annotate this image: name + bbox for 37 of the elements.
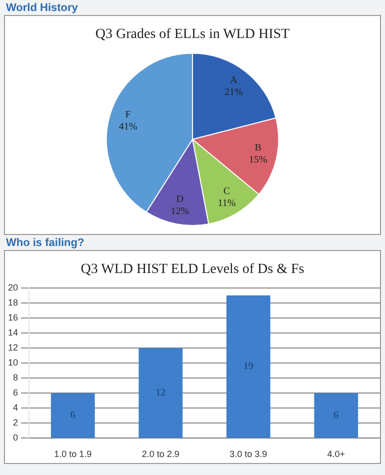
x-tick-label: 4.0+ <box>327 449 346 460</box>
y-tick-label: 12 <box>8 342 18 352</box>
bar <box>226 295 270 438</box>
data-label: 12 <box>156 387 166 398</box>
text: Who is failing? <box>6 237 86 249</box>
text: World History <box>6 2 79 14</box>
data-label: 6 <box>334 410 339 422</box>
slice-label: F <box>125 109 132 120</box>
x-tick-label: 1.0 to 1.9 <box>54 449 92 460</box>
y-tick-label: 14 <box>8 327 18 338</box>
data-label: 21% <box>224 86 243 98</box>
y-tick-label: 16 <box>8 312 18 322</box>
y-tick-label: 10 <box>8 357 18 368</box>
data-label: 19 <box>243 361 254 372</box>
y-tick-label: 8 <box>12 372 18 383</box>
y-tick-label: 2 <box>12 418 18 428</box>
bar <box>314 393 358 438</box>
y-tick-label: 6 <box>12 388 18 398</box>
chart-title: Q3 WLD HIST ELD Levels of Ds & Fs <box>80 262 304 278</box>
y-tick-label: 4 <box>12 402 18 413</box>
slice-label: D <box>176 194 184 205</box>
x-tick-label: 3.0 to 3.9 <box>230 449 268 460</box>
y-tick-label: 20 <box>8 282 18 292</box>
data-label: 41% <box>118 121 138 132</box>
data-label: 12% <box>170 206 190 217</box>
bar <box>50 393 95 438</box>
data-label: 6 <box>70 410 76 422</box>
y-tick-label: 0 <box>12 432 18 443</box>
data-label: 15% <box>248 154 268 166</box>
y-tick-label: 18 <box>8 297 18 308</box>
x-tick-label: 2.0 to 2.9 <box>142 449 180 460</box>
data-label: 11% <box>218 198 236 209</box>
bar <box>138 348 183 438</box>
slice-label: B <box>254 142 262 154</box>
slice-label: C <box>223 186 230 197</box>
chart-title: Q3 Grades of ELLs in WLD HIST <box>95 27 290 42</box>
slice-label: A <box>230 74 238 86</box>
